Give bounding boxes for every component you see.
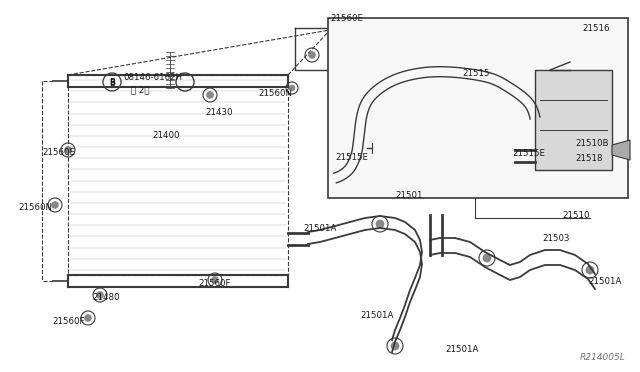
Text: 21501A: 21501A	[588, 278, 621, 286]
Text: 21501A: 21501A	[445, 346, 478, 355]
Circle shape	[51, 201, 59, 209]
Circle shape	[64, 146, 72, 154]
Circle shape	[308, 51, 316, 59]
Text: 21518: 21518	[575, 154, 602, 163]
Text: 21515E: 21515E	[335, 153, 368, 161]
Text: 21480: 21480	[92, 294, 120, 302]
Text: B: B	[109, 77, 115, 87]
Bar	[328, 18, 628, 198]
Circle shape	[483, 254, 492, 262]
Text: 21400: 21400	[152, 131, 179, 140]
Text: 21510B: 21510B	[575, 138, 609, 148]
Text: 21560F: 21560F	[198, 279, 230, 288]
Circle shape	[211, 276, 219, 284]
Circle shape	[390, 341, 399, 350]
Text: 21503: 21503	[542, 234, 570, 243]
Circle shape	[376, 219, 385, 228]
Text: 21560N: 21560N	[258, 89, 292, 97]
Text: 21501A: 21501A	[303, 224, 337, 232]
Text: 21430: 21430	[205, 108, 232, 116]
Text: 21510: 21510	[562, 211, 589, 219]
Circle shape	[206, 91, 214, 99]
Text: 21501: 21501	[395, 190, 422, 199]
Text: 21501A: 21501A	[360, 311, 394, 321]
Text: 21560N: 21560N	[18, 202, 52, 212]
Text: 21560E: 21560E	[42, 148, 75, 157]
Text: 21515E: 21515E	[512, 148, 545, 157]
Bar	[535, 70, 612, 170]
Circle shape	[586, 266, 595, 275]
Text: 21515: 21515	[462, 68, 490, 77]
Circle shape	[96, 291, 104, 299]
Circle shape	[84, 314, 92, 322]
Text: 08146-6162H: 08146-6162H	[123, 73, 182, 81]
Circle shape	[289, 85, 295, 91]
Polygon shape	[612, 140, 630, 160]
Text: 21560E: 21560E	[330, 13, 363, 22]
Text: B: B	[109, 78, 115, 87]
Text: R214005L: R214005L	[579, 353, 625, 362]
Text: 〈 2〉: 〈 2〉	[131, 86, 150, 94]
Text: 21516: 21516	[582, 23, 609, 32]
Text: 21560F: 21560F	[52, 317, 84, 327]
